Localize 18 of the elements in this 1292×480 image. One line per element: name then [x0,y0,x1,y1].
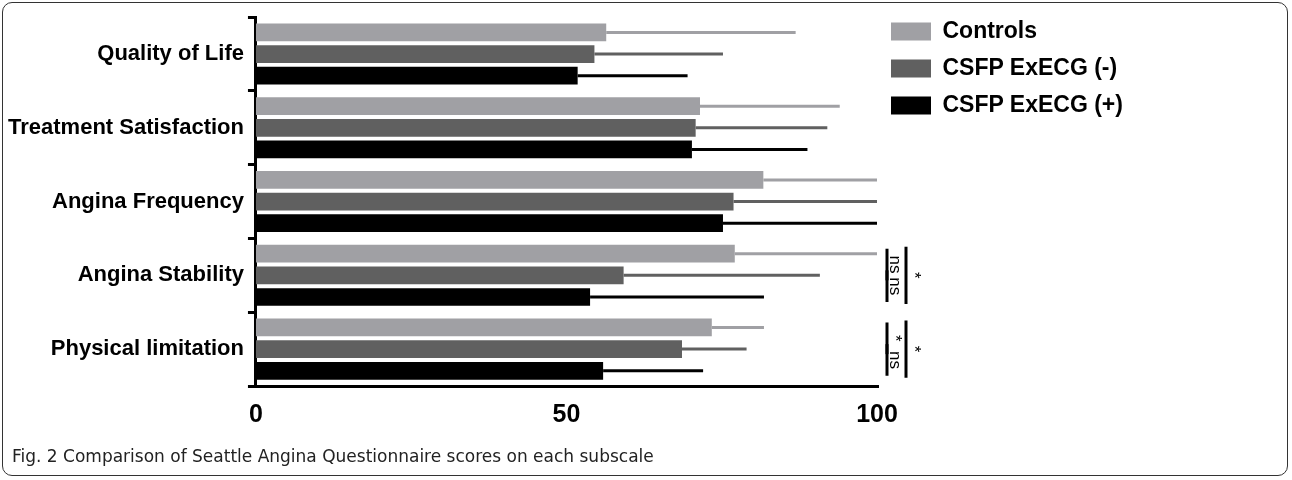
y-tick-label: Treatment Satisfaction [8,113,244,139]
y-tick-label: Physical limitation [50,335,244,361]
text: ns [886,350,906,369]
x-tick-label: 50 [552,398,581,427]
y-tick-label: Quality of Life [97,40,244,66]
legend-label: CSFP ExECG (-) [942,53,1118,80]
legend-label: Controls [942,16,1038,43]
text: ns [886,255,906,274]
legend-label: CSFP ExECG (+) [942,90,1123,117]
x-tick-label: 100 [856,398,898,427]
caption: Fig. 2 Comparison of Seattle Angina Questionnaire scores on each subscale [12,446,654,466]
y-tick-label: Angina Frequency [52,187,245,213]
text: * [905,272,925,280]
text: * [905,345,925,353]
x-tick-label: 0 [249,398,263,427]
text: ns [886,277,906,296]
text: * [886,334,906,342]
y-tick-label: Angina Stability [77,261,245,287]
